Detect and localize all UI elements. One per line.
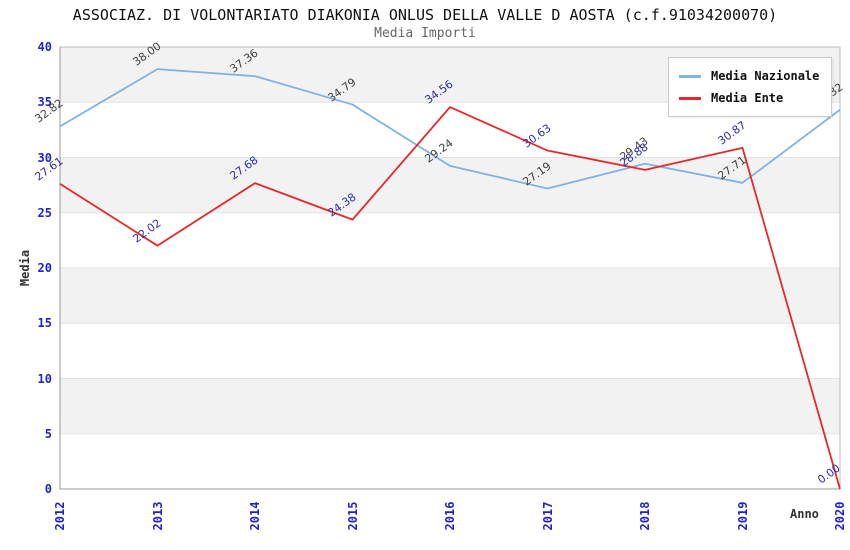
- y-tick-label: 30: [37, 150, 52, 165]
- x-tick-label: 2018: [638, 501, 652, 531]
- chart-title: ASSOCIAZ. DI VOLONTARIATO DIAKONIA ONLUS…: [72, 6, 778, 24]
- legend-item-media-nazionale: Media Nazionale: [679, 65, 819, 87]
- legend-swatch-nazionale: [679, 74, 701, 78]
- x-tick-label: 2014: [248, 501, 262, 531]
- x-tick-label: 2020: [833, 501, 847, 531]
- legend-label-nazionale: Media Nazionale: [711, 69, 820, 83]
- y-tick-label: 0: [44, 482, 52, 496]
- y-tick-label: 5: [44, 426, 52, 441]
- y-tick-label: 15: [37, 316, 52, 331]
- grid-band: [60, 268, 840, 324]
- y-axis-title: Media: [18, 249, 32, 287]
- y-tick-label: 40: [37, 40, 52, 54]
- x-tick-label: 2013: [150, 501, 165, 531]
- grid-band: [60, 378, 840, 434]
- x-tick-label: 2017: [540, 501, 555, 531]
- y-tick-label: 35: [37, 95, 52, 110]
- y-tick-label: 25: [37, 205, 52, 220]
- x-tick-label: 2019: [735, 501, 750, 531]
- x-tick-label: 2015: [345, 501, 360, 531]
- x-tick-label: 2016: [443, 501, 457, 531]
- legend-item-media-ente: Media Ente: [679, 87, 819, 109]
- chart-subtitle: Media Importi: [374, 26, 476, 41]
- y-tick-label: 20: [37, 261, 52, 275]
- y-tick-label: 10: [37, 371, 52, 386]
- legend-swatch-ente: [679, 96, 701, 100]
- x-axis-title: Anno: [790, 507, 819, 521]
- x-tick-label: 2012: [53, 501, 67, 531]
- series-line-media-ente: [59, 106, 841, 490]
- legend: Media Nazionale Media Ente: [668, 57, 833, 117]
- legend-label-ente: Media Ente: [711, 91, 784, 105]
- series-line-media-nazionale: [59, 68, 841, 190]
